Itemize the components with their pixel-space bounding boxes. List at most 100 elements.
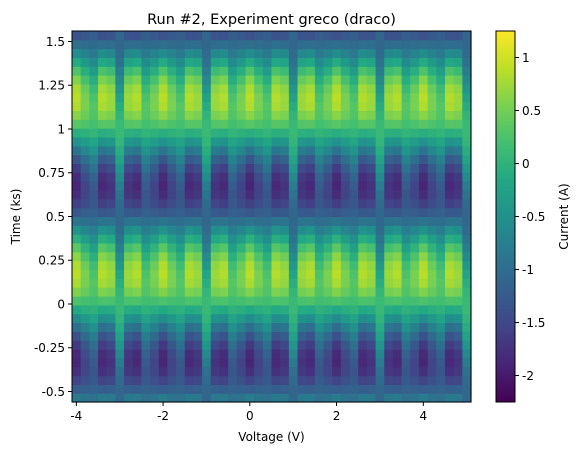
- heatmap-cell: [202, 110, 212, 120]
- heatmap-cell: [358, 48, 368, 58]
- heatmap-cell: [193, 384, 203, 394]
- heatmap-cell: [202, 295, 212, 306]
- heatmap-cell: [262, 189, 273, 200]
- heatmap-cell: [184, 357, 195, 368]
- heatmap-cell: [349, 189, 359, 200]
- heatmap-cell: [72, 295, 82, 306]
- heatmap-cell: [98, 172, 108, 182]
- heatmap-cell: [297, 348, 307, 359]
- heatmap-cell: [323, 154, 333, 164]
- heatmap-cell: [375, 207, 385, 218]
- heatmap-cell: [280, 225, 290, 235]
- heatmap-cell: [158, 322, 169, 332]
- heatmap-cell: [392, 322, 403, 332]
- heatmap-cell: [132, 322, 142, 332]
- heatmap-cell: [366, 278, 377, 288]
- heatmap-cell: [184, 366, 195, 377]
- heatmap-cell: [141, 322, 151, 332]
- heatmap-cell: [288, 57, 299, 67]
- heatmap-cell: [280, 119, 290, 129]
- heatmap-cell: [158, 287, 169, 297]
- heatmap-cell: [228, 225, 238, 235]
- heatmap-cell: [193, 295, 203, 306]
- heatmap-cell: [254, 348, 264, 359]
- heatmap-cell: [297, 207, 307, 218]
- heatmap-cell: [392, 189, 403, 200]
- heatmap-cell: [124, 366, 134, 377]
- heatmap-cell: [418, 154, 429, 164]
- heatmap-cell: [436, 375, 446, 385]
- heatmap-cell: [167, 242, 177, 253]
- heatmap-cell: [245, 234, 255, 244]
- heatmap-cell: [245, 172, 255, 182]
- heatmap-cell: [176, 260, 186, 271]
- heatmap-cell: [358, 242, 368, 253]
- heatmap-cell: [228, 348, 238, 359]
- heatmap-cell: [228, 278, 238, 288]
- heatmap-cell: [184, 181, 195, 191]
- heatmap-cell: [358, 216, 368, 226]
- heatmap-cell: [219, 225, 229, 235]
- heatmap-cell: [306, 234, 316, 244]
- heatmap-cell: [288, 172, 299, 182]
- heatmap-cell: [418, 242, 429, 253]
- heatmap-cell: [453, 357, 463, 368]
- heatmap-cell: [158, 75, 169, 85]
- heatmap-cell: [392, 163, 403, 173]
- heatmap-cell: [158, 375, 169, 385]
- heatmap-cell: [219, 207, 229, 218]
- heatmap-cell: [106, 172, 116, 182]
- heatmap-cell: [323, 189, 333, 200]
- heatmap-cell: [106, 357, 116, 368]
- heatmap-cell: [106, 136, 116, 147]
- heatmap-cell: [392, 384, 403, 394]
- heatmap-cell: [158, 154, 169, 164]
- heatmap-cell: [184, 66, 195, 76]
- heatmap-cell: [358, 92, 368, 103]
- heatmap-cell: [462, 304, 472, 315]
- heatmap-cell: [124, 136, 134, 147]
- heatmap-cell: [132, 128, 142, 138]
- heatmap-cell: [410, 189, 420, 200]
- heatmap-cell: [245, 278, 255, 288]
- heatmap-cell: [358, 340, 368, 350]
- heatmap-cell: [323, 225, 333, 235]
- heatmap-cell: [228, 304, 238, 315]
- heatmap-cell: [323, 101, 333, 111]
- heatmap-cell: [462, 39, 472, 50]
- heatmap-cell: [427, 269, 437, 279]
- heatmap-cell: [132, 393, 142, 403]
- heatmap-cell: [80, 260, 90, 271]
- heatmap-cell: [228, 357, 238, 368]
- heatmap-cell: [384, 366, 394, 377]
- heatmap-cell: [89, 128, 99, 138]
- heatmap-cell: [228, 181, 238, 191]
- heatmap-cell: [98, 92, 108, 103]
- heatmap-cell: [236, 393, 247, 403]
- heatmap-cell: [80, 384, 90, 394]
- heatmap-cell: [340, 375, 351, 385]
- heatmap-cell: [280, 384, 290, 394]
- heatmap-cell: [384, 39, 394, 50]
- heatmap-cell: [167, 66, 177, 76]
- heatmap-cell: [306, 322, 316, 332]
- heatmap-cell: [427, 322, 437, 332]
- heatmap-cell: [106, 30, 116, 41]
- heatmap-cell: [72, 145, 82, 156]
- heatmap-cell: [392, 154, 403, 164]
- heatmap-cell: [184, 234, 195, 244]
- heatmap-cell: [141, 207, 151, 218]
- heatmap-cell: [167, 375, 177, 385]
- heatmap-cell: [254, 39, 264, 50]
- heatmap-cell: [236, 48, 247, 58]
- heatmap-cell: [280, 340, 290, 350]
- heatmap-cell: [245, 260, 255, 271]
- heatmap-cell: [418, 331, 429, 341]
- heatmap-cell: [158, 357, 169, 368]
- heatmap-cell: [401, 375, 411, 385]
- heatmap-cell: [228, 260, 238, 271]
- y-tick-label: 0.5: [46, 210, 65, 224]
- heatmap-cell: [219, 357, 229, 368]
- heatmap-cell: [462, 313, 472, 324]
- heatmap-cell: [444, 234, 455, 244]
